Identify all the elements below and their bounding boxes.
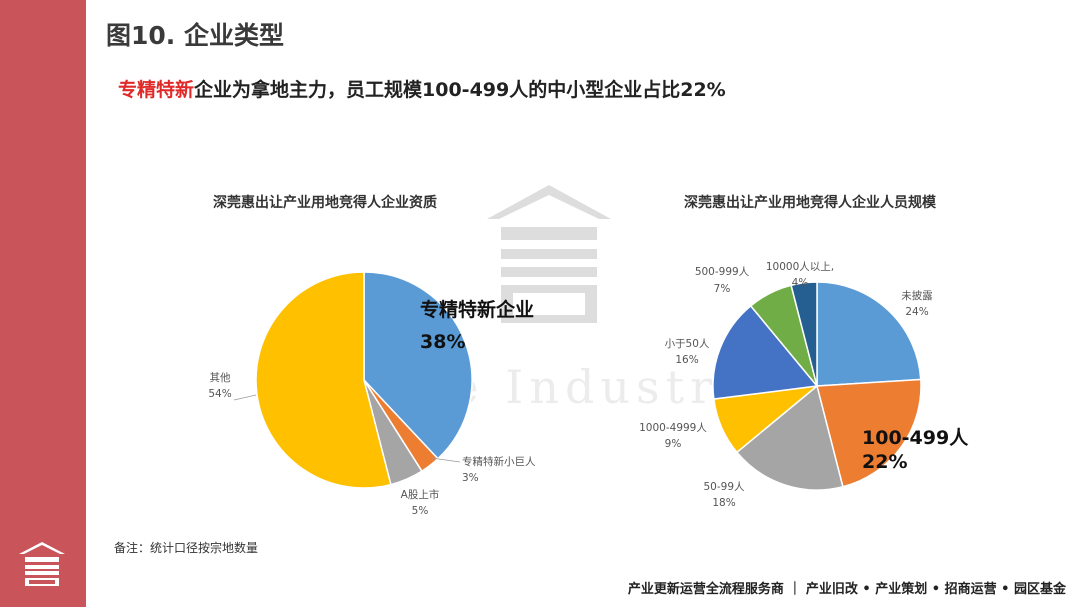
chart2-value-label-4: 16% [675,354,698,366]
chart1-value-label-3: 54% [208,388,231,400]
chart1-slice-3 [255,271,392,489]
brand-logo-icon [19,542,65,586]
chart1-label-0: 专精特新企业 [420,298,534,321]
footnote: 备注：统计口径按宗地数量 [114,541,259,555]
subtitle-highlight: 专精特新 [118,79,195,101]
sidebar-band [0,0,86,607]
chart2-label-0: 未披露 [901,289,933,302]
chart1-value-label-2: 5% [412,505,429,517]
chart2-slice-1 [816,378,922,488]
chart2-label-6: 10000人以上, [766,261,834,273]
chart1-leader-line-1 [431,457,461,463]
chart2-slice-2 [735,384,844,491]
chart1-value-label-0: 38% [420,331,465,353]
chart2-value-label-2: 18% [712,497,735,509]
chart2-value-label-0: 24% [905,306,928,318]
chart2-value-label-1: 22% [862,451,907,473]
chart2-value-label-6: 4% [792,277,809,289]
chart1-slice-0 [363,271,473,460]
chart2-slice-0 [816,281,922,387]
chart1-title: 深莞惠出让产业用地竞得人企业资质 [213,195,437,211]
chart2-label-4: 小于50人 [665,338,710,350]
chart2-label-2: 50-99人 [703,481,745,493]
chart1-label-2: A股上市 [401,488,440,501]
chart2-slice-4 [712,304,819,400]
subtitle-text: 企业为拿地主力，员工规模100-499人的中小型企业占比22% [194,79,726,101]
chart1-value-label-1: 3% [462,472,479,484]
page-title: 图10. 企业类型 [106,21,284,50]
chart1-leader-line-3 [233,394,257,401]
footer-tagline: 产业更新运营全流程服务商 ｜ 产业旧改 • 产业策划 • 招商运营 • 园区基金 [627,582,1066,597]
chart2-value-label-3: 9% [665,438,682,450]
chart2-label-5: 500-999人 [695,266,750,278]
chart1-label-3: 其他 [210,371,231,384]
chart2-label-3: 1000-4999人 [639,422,707,434]
chart2-title: 深莞惠出让产业用地竞得人企业人员规模 [684,195,936,211]
watermark-logo-icon [487,185,611,323]
chart2-slice-6 [790,281,818,387]
page-subtitle: 专精特新企业为拿地主力，员工规模100-499人的中小型企业占比22% [118,75,726,102]
chart2-label-1: 100-499人 [862,427,969,449]
chart1-label-1: 专精特新小巨人 [462,455,536,468]
chart2-value-label-5: 7% [714,283,731,295]
